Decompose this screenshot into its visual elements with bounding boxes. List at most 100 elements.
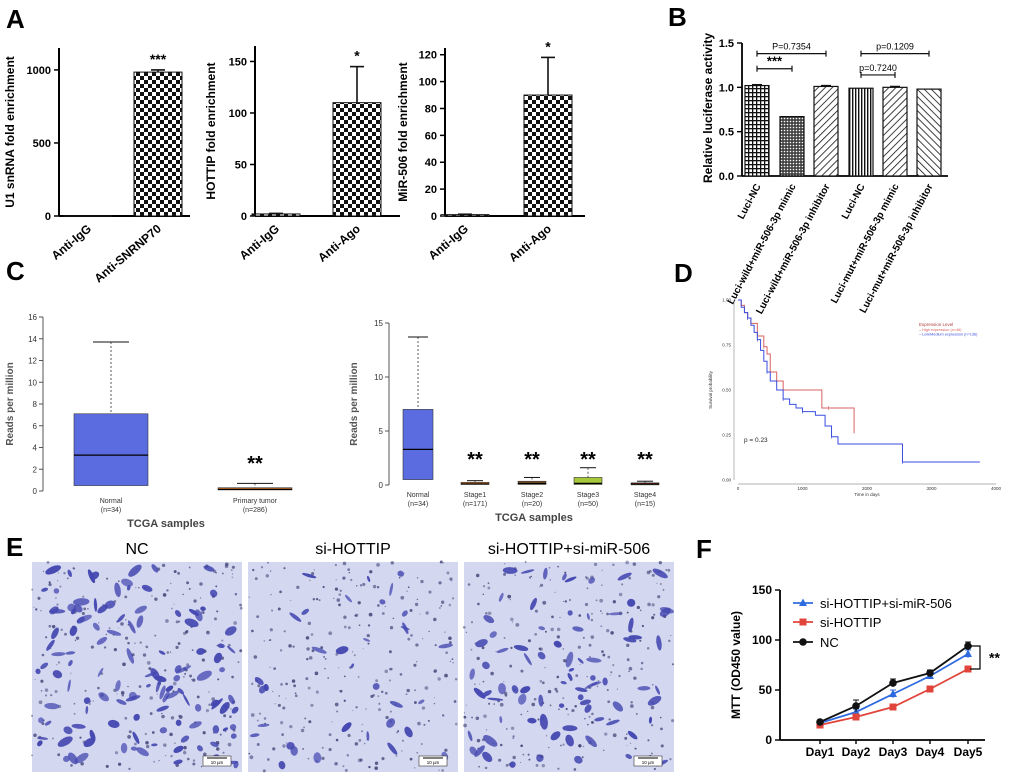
pore-dot [331, 721, 333, 723]
scale-bar-si-hottip: 10 µm [418, 755, 448, 767]
pore-dot [184, 672, 187, 675]
x-tick-n: (n=15) [635, 501, 655, 508]
pore-dot [659, 716, 662, 719]
migrated-cell [628, 617, 634, 633]
y-tick-label: 15 [374, 319, 383, 328]
migrated-cell [155, 678, 161, 693]
pore-dot [533, 697, 537, 701]
bar [523, 94, 573, 217]
pore-dot [405, 693, 408, 695]
x-tick-label: Day3 [879, 745, 908, 759]
pore-dot [477, 602, 480, 606]
pore-dot [256, 719, 259, 722]
data-point [889, 703, 897, 711]
pore-dot [98, 622, 100, 624]
pore-dot [311, 649, 315, 653]
pore-dot [355, 613, 359, 617]
pore-dot [153, 760, 156, 763]
pore-dot [385, 715, 389, 720]
pore-dot [639, 609, 642, 612]
migrated-cell [231, 706, 239, 714]
pore-dot [414, 689, 416, 692]
migrated-cell [387, 742, 398, 755]
migrated-cell [474, 745, 485, 757]
pore-dot [542, 600, 547, 605]
y-tick-label: 16 [28, 313, 37, 322]
pore-dot [414, 602, 419, 607]
pore-dot [282, 744, 286, 748]
migrated-cell [92, 622, 100, 631]
pore-dot [581, 756, 584, 759]
survival-curve [738, 299, 855, 434]
chart-a-u1-snrna: 0 500 1000 U1 snRNA fold enrichment Anti-IgG… [3, 48, 190, 285]
migrated-cell [154, 675, 167, 683]
migrated-cell [617, 572, 632, 581]
pore-dot [52, 737, 54, 740]
pore-dot [378, 702, 381, 705]
migrated-cell [498, 592, 504, 602]
pore-dot [388, 650, 392, 654]
migrated-cell [496, 647, 509, 653]
pore-dot [183, 750, 185, 752]
panel-letter-a: A [6, 4, 25, 34]
migrated-cell [389, 700, 403, 708]
pore-dot [531, 702, 536, 707]
pore-dot [343, 615, 347, 619]
pore-dot [365, 708, 367, 710]
pore-dot [97, 686, 100, 690]
pore-dot [520, 713, 523, 716]
pore-dot [395, 754, 398, 757]
pore-dot [172, 681, 177, 686]
pore-dot [413, 701, 417, 704]
pore-dot [263, 640, 265, 642]
migrated-cell [565, 734, 574, 747]
pore-dot [372, 694, 375, 697]
pore-dot [409, 608, 413, 612]
migrated-cell [121, 578, 133, 587]
pore-dot [305, 636, 310, 640]
pore-dot [406, 590, 408, 592]
pore-dot [142, 653, 147, 657]
pore-dot [503, 637, 506, 639]
migrated-cell [38, 717, 44, 724]
migrated-cell [389, 582, 394, 596]
pore-dot [384, 605, 386, 608]
micrograph-si-hottip [248, 560, 458, 773]
pore-dot [438, 769, 440, 771]
pore-dot [416, 576, 419, 579]
pore-dot [342, 576, 346, 580]
migrated-cell [104, 600, 116, 609]
x-tick-n: (n=50) [578, 501, 598, 508]
pore-dot [124, 716, 128, 720]
x-tick-n: (n=34) [408, 501, 428, 508]
pore-dot [296, 585, 300, 589]
pore-dot [454, 722, 458, 726]
pore-dot [121, 694, 124, 697]
pore-dot [415, 643, 419, 647]
pore-dot [541, 681, 545, 685]
migrated-cell [196, 670, 212, 681]
pore-dot [114, 751, 119, 755]
pore-dot [170, 754, 173, 758]
pore-dot [388, 668, 392, 671]
pore-dot [279, 590, 282, 594]
pore-dot [510, 617, 514, 622]
significance-marker: * [545, 38, 551, 54]
pore-dot [510, 726, 515, 731]
migrated-cell [565, 651, 574, 668]
pore-dot [428, 630, 430, 633]
pore-dot [376, 563, 380, 567]
pore-dot [318, 599, 321, 602]
migrated-cell [126, 648, 135, 664]
pore-dot [201, 658, 205, 662]
pore-dot [548, 746, 550, 749]
pore-dot [35, 608, 38, 611]
pore-dot [636, 605, 640, 610]
pore-dot [562, 743, 565, 746]
pore-dot [312, 598, 316, 601]
pore-dot [465, 704, 467, 706]
pore-dot [652, 684, 654, 686]
pore-dot [544, 630, 547, 633]
pore-dot [574, 704, 577, 708]
migrated-cell [584, 681, 598, 689]
